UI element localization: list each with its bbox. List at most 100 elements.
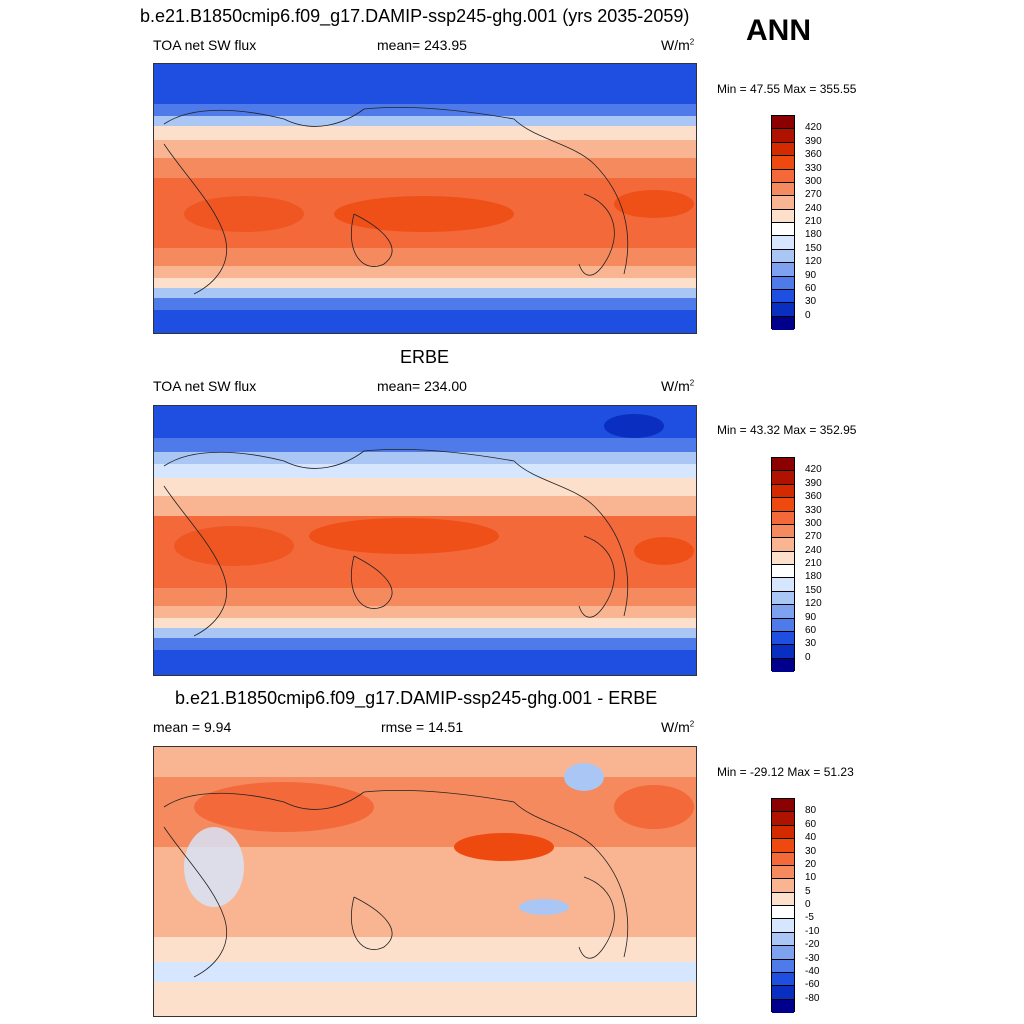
panel1-colorbar xyxy=(771,115,795,330)
panel2-colorbar-tick-label: 60 xyxy=(805,624,817,636)
panel1-colorbar-tick-label: 390 xyxy=(805,135,822,147)
panel1-variable-label: TOA net SW flux xyxy=(153,37,257,53)
panel2-colorbar-tick-label: 150 xyxy=(805,584,822,596)
panel2-colorbar-swatch xyxy=(772,458,794,472)
panel1-map-svg xyxy=(154,64,696,333)
panel1-units: W/m2 xyxy=(661,37,695,53)
panel1-colorbar-swatch xyxy=(772,289,794,304)
panel1-colorbar-swatch xyxy=(772,316,794,330)
panel2-colorbar-swatch xyxy=(772,511,794,525)
panel2-colorbar-swatch xyxy=(772,658,794,672)
panel3-colorbar-swatch xyxy=(772,932,794,947)
panel3-colorbar-tick-label: 80 xyxy=(805,805,817,817)
panel2-map-svg xyxy=(154,406,696,675)
panel1-colorbar-tick-label: 300 xyxy=(805,175,822,187)
panel3-map-svg xyxy=(154,747,696,1016)
panel3-colorbar-swatch xyxy=(772,865,794,880)
panel2-colorbar-swatch xyxy=(772,565,794,579)
panel3-colorbar-swatch xyxy=(772,799,794,813)
panel3-colorbar-tick-label: -30 xyxy=(805,952,820,964)
panel2-colorbar-swatch xyxy=(772,591,794,606)
panel3-colorbar-tick-label: 60 xyxy=(805,818,817,830)
panel3-colorbar-swatch xyxy=(772,892,794,906)
panel3-colorbar-swatch xyxy=(772,959,794,973)
panel1-colorbar-swatch xyxy=(772,236,794,250)
panel3-rmse-label: rmse = 14.51 xyxy=(381,719,464,735)
panel2-colorbar-swatch xyxy=(772,498,794,512)
panel1-colorbar-swatch xyxy=(772,303,794,317)
panel3-colorbar-swatch xyxy=(772,919,794,933)
panel1-colorbar-tick-label: 150 xyxy=(805,242,822,254)
panel2-colorbar-tick-label: 330 xyxy=(805,504,822,516)
panel2-colorbar-swatch xyxy=(772,538,794,552)
panel1-colorbar-swatch xyxy=(772,156,794,170)
panel3-minmax: Min = -29.12 Max = 51.23 xyxy=(717,765,854,779)
panel2-units: W/m2 xyxy=(661,378,695,394)
panel3-colorbar-tick-label: -20 xyxy=(805,939,820,951)
panel1-colorbar-swatch xyxy=(772,116,794,130)
panel1-title: b.e21.B1850cmip6.f09_g17.DAMIP-ssp245-gh… xyxy=(140,6,690,26)
panel2-minmax: Min = 43.32 Max = 352.95 xyxy=(717,423,857,437)
panel2-colorbar-swatch xyxy=(772,484,794,499)
panel1-colorbar-tick-label: 180 xyxy=(805,229,822,241)
panel2-colorbar-swatch xyxy=(772,605,794,619)
panel3-colorbar-tick-label: 20 xyxy=(805,858,817,870)
panel3-colorbar xyxy=(771,798,795,1013)
panel3-colorbar-swatch xyxy=(772,946,794,960)
panel2-colorbar-tick-label: 210 xyxy=(805,558,822,569)
panel3-colorbar-swatch xyxy=(772,906,794,920)
panel1-colorbar-swatch xyxy=(772,129,794,143)
panel3-colorbar-tick-label: 10 xyxy=(805,872,817,884)
panel2-colorbar-tick-label: 120 xyxy=(805,598,822,610)
panel2-colorbar xyxy=(771,457,795,672)
panel3-colorbar-tick-label: 0 xyxy=(805,899,811,910)
panel2-colorbar-tick-label: 180 xyxy=(805,571,822,583)
panel2-mean-label: mean= 234.00 xyxy=(377,378,467,394)
panel1-colorbar-tick-label: 330 xyxy=(805,162,822,174)
panel3-mean-label: mean = 9.94 xyxy=(153,719,232,735)
panel2-colorbar-tick-label: 0 xyxy=(805,651,811,663)
panel2-colorbar-tick-label: 30 xyxy=(805,638,817,650)
panel3-units: W/m2 xyxy=(661,719,695,735)
panel2-colorbar-swatch xyxy=(772,578,794,592)
panel2-colorbar-swatch xyxy=(772,471,794,485)
panel1-colorbar-tick-label: 240 xyxy=(805,202,822,214)
panel1-mean-label: mean= 243.95 xyxy=(377,37,467,53)
panel1-colorbar-tick-label: 270 xyxy=(805,189,822,201)
panel1-minmax: Min = 47.55 Max = 355.55 xyxy=(717,82,857,96)
panel2-colorbar-tick-label: 360 xyxy=(805,491,822,503)
panel2-colorbar-swatch xyxy=(772,631,794,646)
panel3-colorbar-tick-label: 30 xyxy=(805,845,817,857)
panel2-colorbar-swatch xyxy=(772,524,794,539)
panel3-colorbar-tick-label: 5 xyxy=(805,885,811,897)
panel3-colorbar-tick-label: -10 xyxy=(805,925,820,937)
panel2-colorbar-tick-label: 240 xyxy=(805,544,822,556)
panel1-map xyxy=(153,63,697,334)
panel3-title: b.e21.B1850cmip6.f09_g17.DAMIP-ssp245-gh… xyxy=(175,688,658,708)
panel3-colorbar-swatch xyxy=(772,999,794,1013)
panel2-colorbar-tick-label: 300 xyxy=(805,517,822,529)
panel2-variable-label: TOA net SW flux xyxy=(153,378,257,394)
panel3-map xyxy=(153,746,697,1017)
panel1-colorbar-swatch xyxy=(772,169,794,183)
panel1-colorbar-tick-label: 420 xyxy=(805,122,822,134)
panel1-colorbar-tick-label: 210 xyxy=(805,216,822,227)
panel2-colorbar-tick-label: 90 xyxy=(805,611,817,623)
panel1-colorbar-tick-label: 120 xyxy=(805,256,822,268)
panel3-colorbar-swatch xyxy=(772,825,794,840)
panel3-colorbar-tick-label: -40 xyxy=(805,965,820,977)
panel2-colorbar-tick-label: 390 xyxy=(805,477,822,489)
panel2-title: ERBE xyxy=(400,347,450,367)
panel3-colorbar-tick-label: -80 xyxy=(805,992,820,1004)
panel3-colorbar-swatch xyxy=(772,986,794,1000)
season-label: ANN xyxy=(746,14,811,47)
panel1-colorbar-tick-label: 60 xyxy=(805,282,817,294)
panel3-colorbar-swatch xyxy=(772,812,794,826)
panel3-colorbar-tick-label: -60 xyxy=(805,979,820,991)
panel3-colorbar-tick-label: 40 xyxy=(805,832,817,844)
panel1-colorbar-swatch xyxy=(772,182,794,197)
panel3-colorbar-swatch xyxy=(772,852,794,866)
panel1-colorbar-swatch xyxy=(772,223,794,237)
panel1-colorbar-tick-label: 360 xyxy=(805,149,822,161)
panel3-colorbar-swatch xyxy=(772,839,794,853)
